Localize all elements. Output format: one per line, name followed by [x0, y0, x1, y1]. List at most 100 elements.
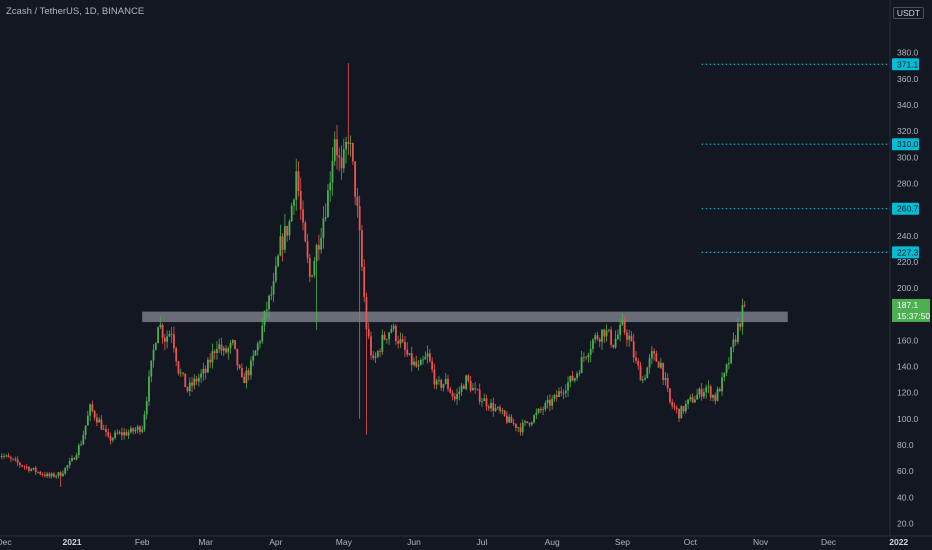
candle-body: [612, 344, 615, 348]
candle-body: [669, 388, 671, 402]
candle-body: [512, 422, 515, 424]
candle-body: [109, 436, 112, 441]
candle-body: [675, 407, 678, 409]
candle-body: [34, 467, 37, 473]
candle-body: [327, 190, 329, 218]
candle-body: [549, 399, 551, 406]
price-tick-label: 360.0: [897, 74, 919, 84]
candle-body: [727, 363, 730, 365]
candle-body: [671, 401, 674, 407]
candle-body: [329, 182, 332, 191]
candle-body: [80, 444, 82, 446]
candle-body: [637, 360, 640, 366]
candle-body: [236, 348, 239, 366]
candle-body: [89, 404, 92, 416]
candle-body: [311, 275, 313, 277]
candle-body: [179, 372, 182, 374]
candle-body: [503, 410, 506, 416]
last-price-label: 187.1: [897, 300, 919, 310]
candle-body: [646, 367, 649, 379]
candle-body: [304, 222, 307, 242]
candle-body: [569, 375, 572, 383]
candle-body: [52, 473, 55, 477]
candle-body: [682, 406, 685, 412]
candle-body: [594, 335, 597, 340]
candle-body: [689, 397, 692, 400]
candle-body: [356, 196, 359, 206]
candle-body: [546, 399, 549, 403]
candle-body: [453, 396, 456, 400]
candle-body: [175, 348, 178, 362]
candle-body: [379, 351, 381, 352]
candle-body: [596, 335, 599, 340]
candle-body: [691, 397, 694, 403]
candle-body: [422, 359, 424, 361]
candle-body: [707, 386, 710, 388]
candle-body: [333, 139, 336, 161]
candle-body: [141, 429, 144, 432]
candle-body: [716, 388, 719, 401]
candle-body: [120, 432, 123, 436]
candle-body: [193, 378, 196, 386]
candle-body: [388, 332, 390, 340]
candle-body: [284, 226, 286, 250]
price-tick-label: 60.0: [897, 466, 914, 476]
candle-body: [394, 325, 397, 342]
candle-body: [5, 455, 8, 457]
candle-body: [96, 417, 98, 423]
candle-body: [639, 365, 642, 381]
candle-body: [354, 161, 357, 197]
candle-body: [227, 348, 230, 353]
time-tick-label: May: [336, 537, 353, 547]
candle-body: [261, 325, 264, 342]
candle-body: [700, 388, 703, 397]
candle-body: [163, 337, 166, 342]
candle-body: [385, 339, 388, 341]
candle-body: [460, 385, 463, 392]
candle-body: [166, 336, 169, 342]
candle-body: [297, 171, 300, 192]
candle-body: [616, 334, 619, 339]
candle-body: [64, 467, 67, 474]
candle-body: [322, 218, 325, 238]
candle-body: [66, 465, 69, 468]
price-tick-label: 300.0: [897, 152, 919, 162]
time-tick-label: Sep: [615, 537, 630, 547]
candle-body: [698, 388, 701, 395]
candle-body: [43, 474, 46, 477]
candle-body: [75, 455, 78, 460]
candle-body: [553, 394, 556, 399]
symbol-title: Zcash / TetherUS, 1D, BINANCE: [6, 6, 145, 17]
target-price-label: 371.1: [897, 59, 919, 69]
candle-body: [718, 388, 721, 392]
candle-body: [306, 241, 309, 259]
candle-body: [390, 328, 393, 333]
candle-body: [157, 327, 159, 344]
candle-body: [521, 422, 524, 433]
candle-body: [582, 356, 585, 358]
candle-body: [238, 365, 241, 369]
candle-body: [184, 373, 187, 388]
candle-body: [510, 416, 513, 423]
candle-body: [116, 432, 119, 434]
candle-body: [451, 392, 454, 397]
candle-body: [660, 362, 662, 368]
candle-body: [528, 422, 531, 425]
candle-body: [25, 466, 28, 468]
candle-body: [363, 266, 366, 297]
candle-body: [483, 398, 486, 402]
candle-body: [229, 342, 232, 349]
candle-body: [626, 332, 628, 340]
currency-label[interactable]: USDT: [892, 7, 924, 19]
candle-body: [492, 402, 495, 412]
candle-body: [30, 469, 33, 471]
candle-body: [399, 339, 402, 344]
candle-body: [657, 361, 660, 368]
candle-body: [105, 429, 107, 433]
candle-body: [62, 473, 64, 477]
candle-body: [0, 456, 3, 457]
candle-body: [435, 380, 438, 385]
candle-body: [252, 355, 255, 361]
candle-body: [111, 438, 114, 441]
